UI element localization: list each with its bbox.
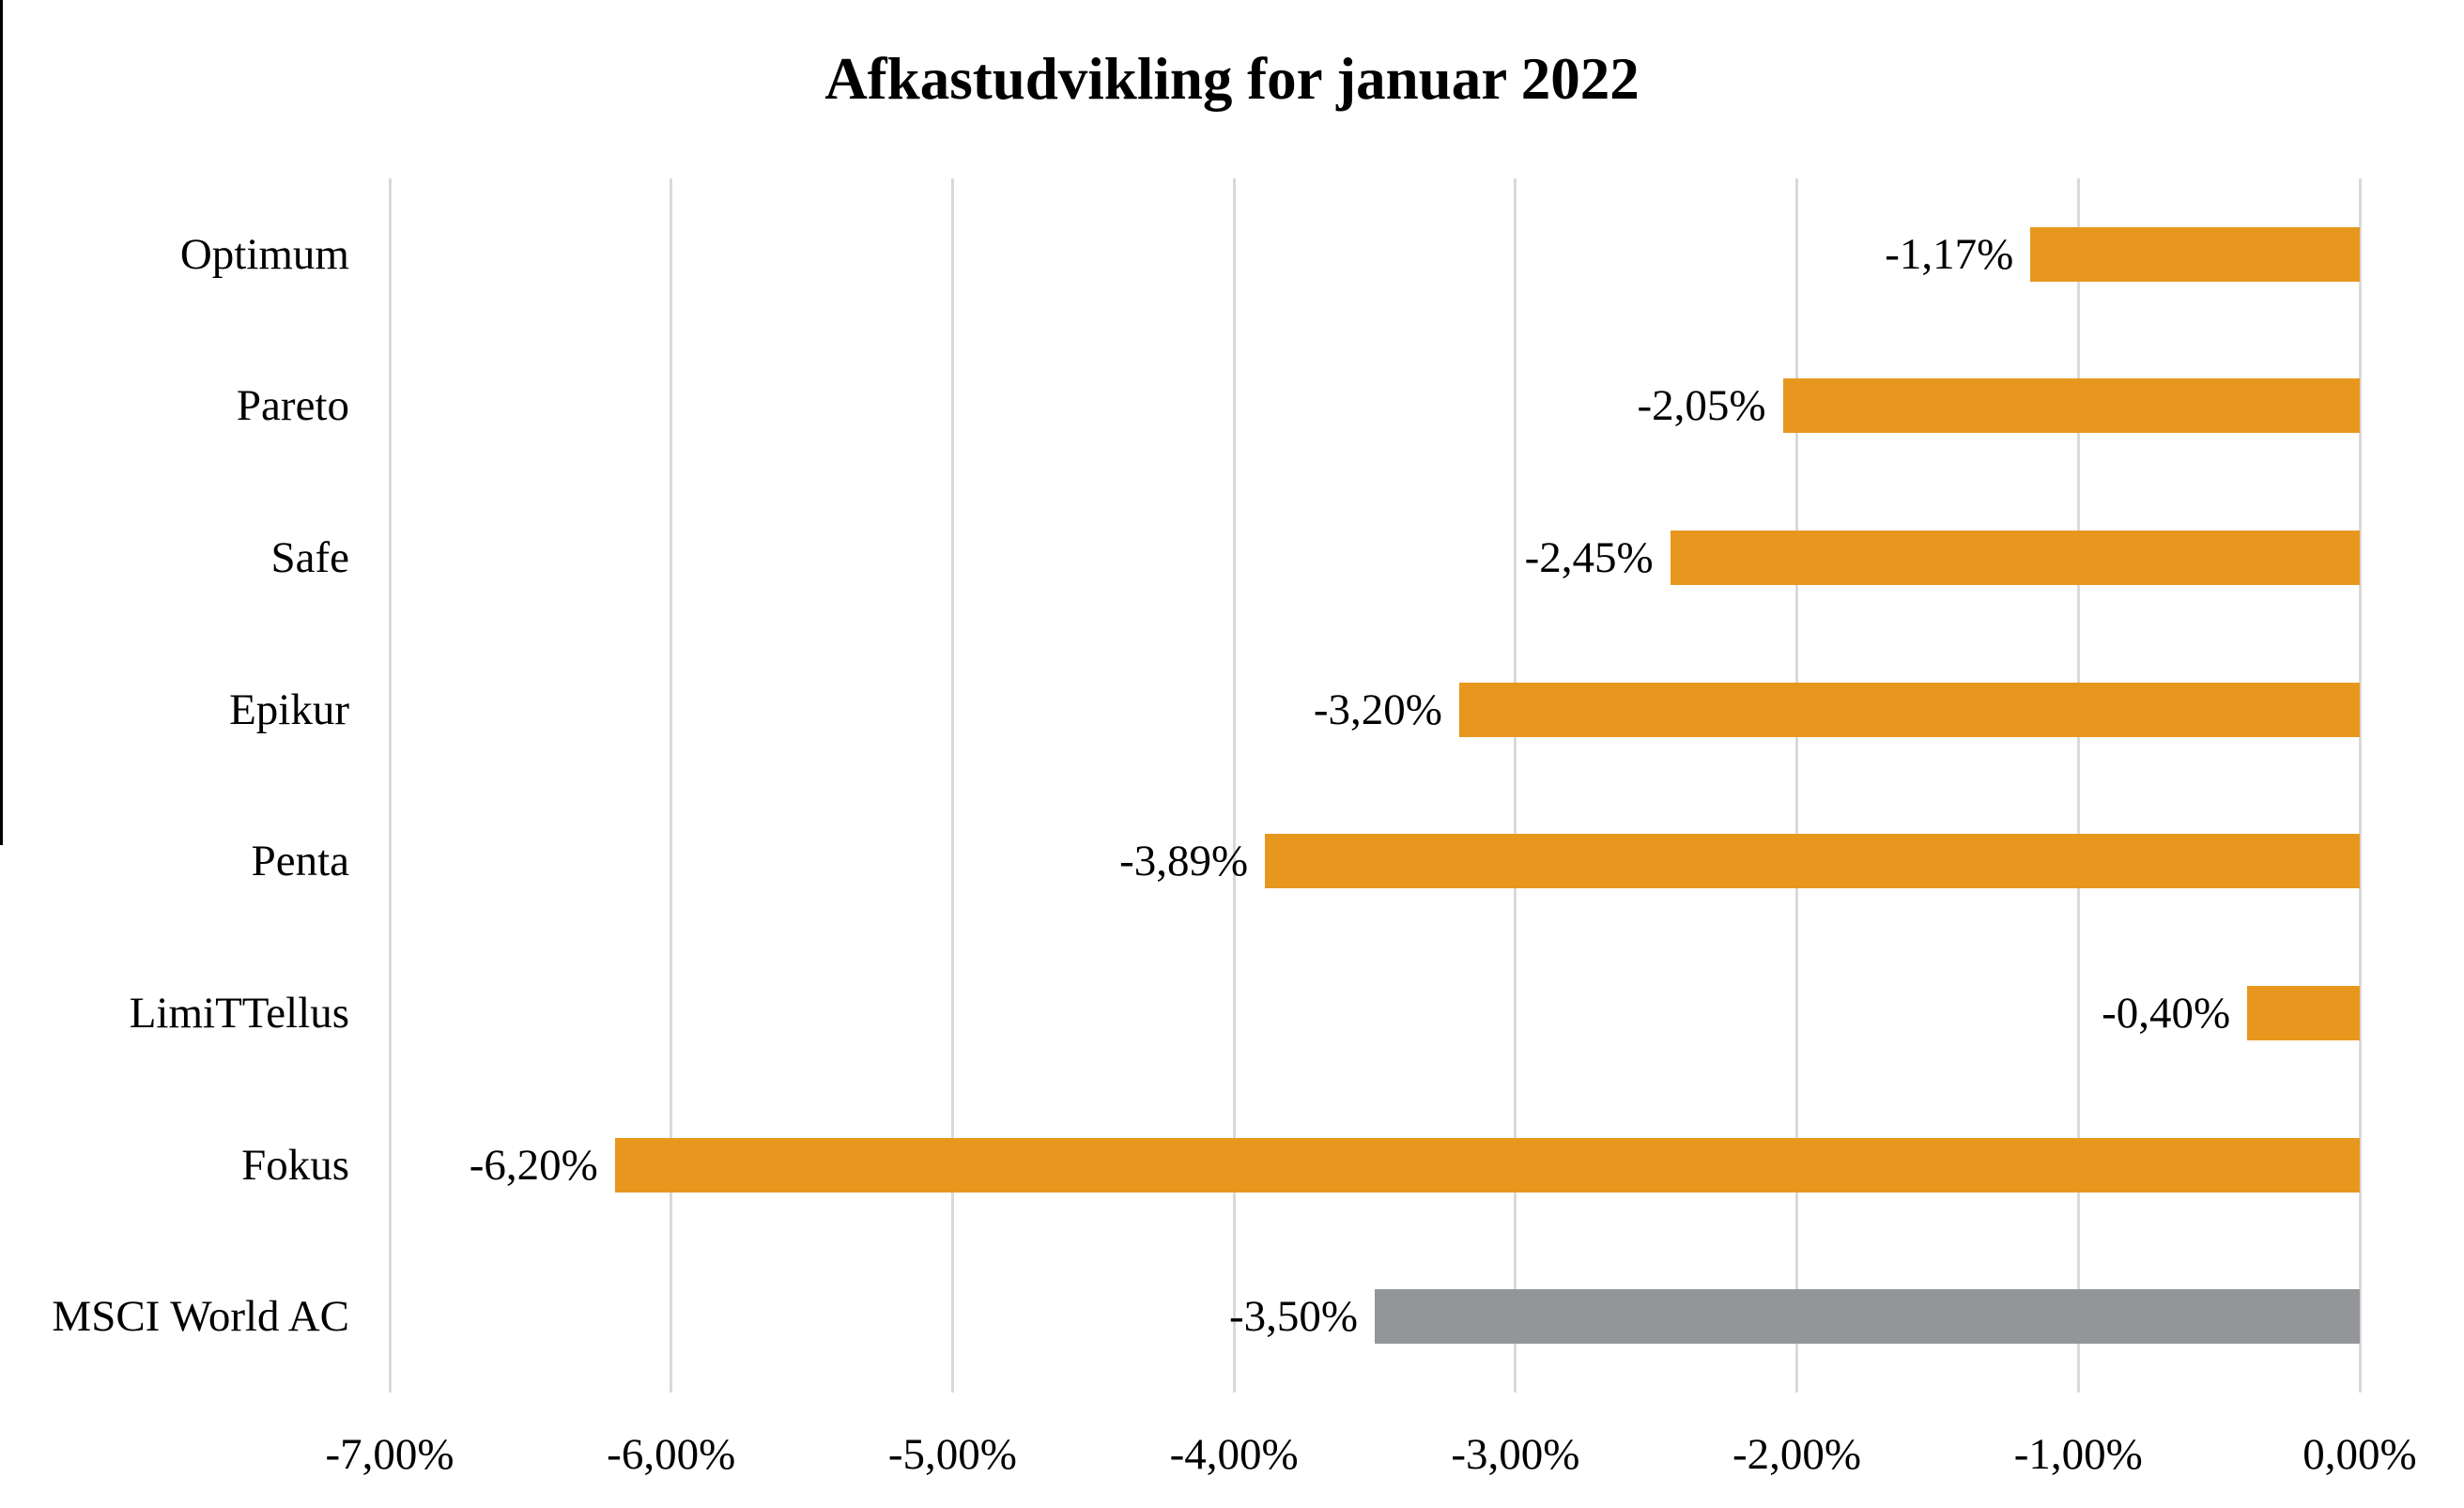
gridline--7-00- [388,178,392,1393]
value-label-pareto: -2,05% [1637,381,1766,431]
value-label-msci-world-ac: -3,50% [1228,1292,1358,1342]
x-axis-tick-label: -6,00% [607,1430,736,1479]
bar-epikur [1458,682,2360,737]
bar-penta [1265,834,2360,889]
category-label-optimum: Optimum [179,229,349,279]
category-label-penta: Penta [251,837,349,886]
x-axis-tick-label: -3,00% [1451,1430,1580,1479]
x-axis-tick-label: -2,00% [1732,1430,1862,1479]
value-label-penta: -3,89% [1119,837,1249,886]
category-label-epikur: Epikur [229,685,349,734]
bar-fokus [614,1137,2360,1193]
gridline--4-00- [1232,178,1236,1393]
bar-pareto [1782,378,2360,434]
bar-optimum [2030,226,2360,282]
value-label-optimum: -1,17% [1885,229,2014,279]
gridline-0-00- [2358,178,2362,1393]
x-axis-tick-label: -5,00% [887,1430,1017,1479]
gridline--1-00- [2076,178,2080,1393]
gridline--3-00- [1514,178,1517,1393]
gridline--5-00- [950,178,954,1393]
value-label-safe: -2,45% [1524,533,1654,583]
gridline--2-00- [1795,178,1799,1393]
x-axis-tick-label: -1,00% [2013,1430,2143,1479]
value-label-epikur: -3,20% [1313,685,1442,734]
x-axis-tick-label: 0,00% [2302,1430,2417,1479]
value-label-limittellus: -0,40% [2102,988,2231,1038]
bar-msci-world-ac [1375,1289,2360,1345]
gridline--6-00- [670,178,673,1393]
category-label-safe: Safe [270,533,349,583]
value-label-fokus: -6,20% [469,1140,598,1190]
bar-limittellus [2247,985,2360,1040]
category-label-msci-world-ac: MSCI World AC [52,1292,349,1342]
chart-title: Afkastudvikling for januar 2022 [824,46,1640,112]
x-axis-tick-label: -4,00% [1169,1430,1299,1479]
x-axis-tick-label: -7,00% [325,1430,454,1479]
page-left-border-line [0,0,3,845]
bar-safe [1670,531,2360,586]
category-label-pareto: Pareto [236,381,349,431]
category-label-limittellus: LimiTTellus [129,988,349,1038]
category-label-fokus: Fokus [241,1140,349,1190]
